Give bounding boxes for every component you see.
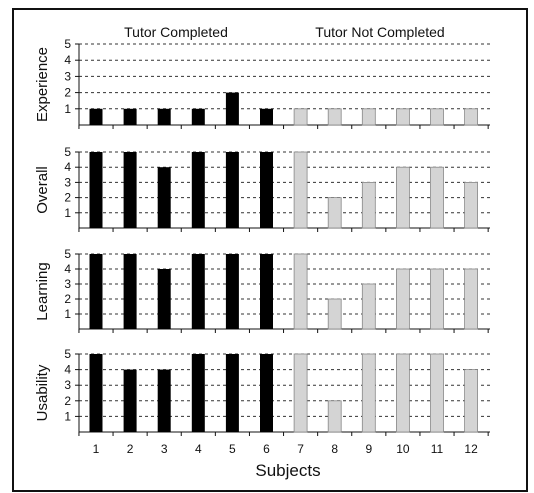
bar xyxy=(361,181,376,229)
bar xyxy=(395,108,410,126)
panel-ylabel: Experience xyxy=(34,47,51,122)
bar xyxy=(225,254,239,329)
x-tick-label: 4 xyxy=(195,442,202,456)
group-header: Tutor Completed xyxy=(124,24,228,40)
y-tick-label: 3 xyxy=(64,175,71,189)
bar xyxy=(89,152,103,228)
y-tick-label: 3 xyxy=(64,378,71,392)
bar xyxy=(123,254,137,329)
bar xyxy=(191,254,205,329)
x-tick-label: 7 xyxy=(297,442,304,456)
bar xyxy=(395,268,410,330)
bar xyxy=(89,108,103,125)
bar xyxy=(464,369,479,433)
bar xyxy=(191,108,205,125)
bar xyxy=(361,108,376,126)
bar xyxy=(191,354,205,432)
x-tick-label: 9 xyxy=(365,442,372,456)
panel-ylabel: Learning xyxy=(34,262,51,320)
bar xyxy=(225,152,239,228)
y-tick-label: 1 xyxy=(64,307,71,321)
panel-ylabel: Usability xyxy=(34,364,51,421)
bar xyxy=(327,197,342,229)
y-tick-label: 2 xyxy=(64,394,71,408)
y-tick-label: 2 xyxy=(64,292,71,306)
y-tick-label: 2 xyxy=(64,191,71,205)
x-tick-label: 3 xyxy=(161,442,168,456)
bar xyxy=(191,152,205,228)
bar xyxy=(361,283,376,330)
x-tick-label: 12 xyxy=(464,442,478,456)
y-tick-label: 1 xyxy=(64,409,71,423)
y-tick-label: 4 xyxy=(64,363,71,377)
bar xyxy=(157,269,171,329)
y-tick-label: 5 xyxy=(64,37,71,51)
bar xyxy=(123,369,137,432)
y-tick-label: 4 xyxy=(64,262,71,276)
y-tick-label: 1 xyxy=(64,102,71,116)
bar xyxy=(157,369,171,432)
bar xyxy=(395,353,410,433)
x-tick-label: 8 xyxy=(331,442,338,456)
group-header: Tutor Not Completed xyxy=(315,24,444,40)
bar xyxy=(225,354,239,432)
x-tick-label: 1 xyxy=(93,442,100,456)
y-tick-label: 4 xyxy=(64,53,71,67)
bar xyxy=(123,152,137,228)
x-tick-label: 6 xyxy=(263,442,270,456)
panel-ylabel: Overall xyxy=(34,166,51,214)
y-tick-label: 3 xyxy=(64,69,71,83)
bar xyxy=(430,108,444,126)
bar xyxy=(327,400,342,433)
x-tick-label: 2 xyxy=(127,442,134,456)
bar xyxy=(464,268,479,330)
bar xyxy=(260,152,273,228)
x-tick-label: 5 xyxy=(229,442,236,456)
x-axis-title: Subjects xyxy=(255,461,320,480)
y-tick-label: 1 xyxy=(64,206,71,220)
bar xyxy=(327,298,342,330)
bar xyxy=(89,254,103,329)
bar xyxy=(293,151,308,229)
bar xyxy=(464,108,479,126)
bar xyxy=(157,108,171,125)
y-tick-label: 2 xyxy=(64,86,71,100)
bar xyxy=(260,254,273,329)
y-tick-label: 5 xyxy=(64,247,71,261)
y-tick-label: 5 xyxy=(64,347,71,361)
bar xyxy=(260,108,273,125)
bar xyxy=(361,353,376,433)
bar xyxy=(430,353,444,433)
y-tick-label: 3 xyxy=(64,277,71,291)
y-tick-label: 4 xyxy=(64,160,71,174)
bar xyxy=(430,166,444,229)
bar xyxy=(123,108,137,125)
x-tick-label: 10 xyxy=(396,442,410,456)
bar xyxy=(260,354,273,432)
bar xyxy=(225,92,239,125)
bar xyxy=(327,108,342,126)
bar xyxy=(430,268,444,330)
bar xyxy=(395,166,410,229)
x-tick-label: 11 xyxy=(431,442,444,456)
bar xyxy=(89,354,103,432)
bar xyxy=(293,353,308,433)
y-tick-label: 5 xyxy=(64,145,71,159)
bar xyxy=(464,181,479,229)
bar xyxy=(293,253,308,330)
bar xyxy=(293,108,308,126)
bar xyxy=(157,167,171,228)
